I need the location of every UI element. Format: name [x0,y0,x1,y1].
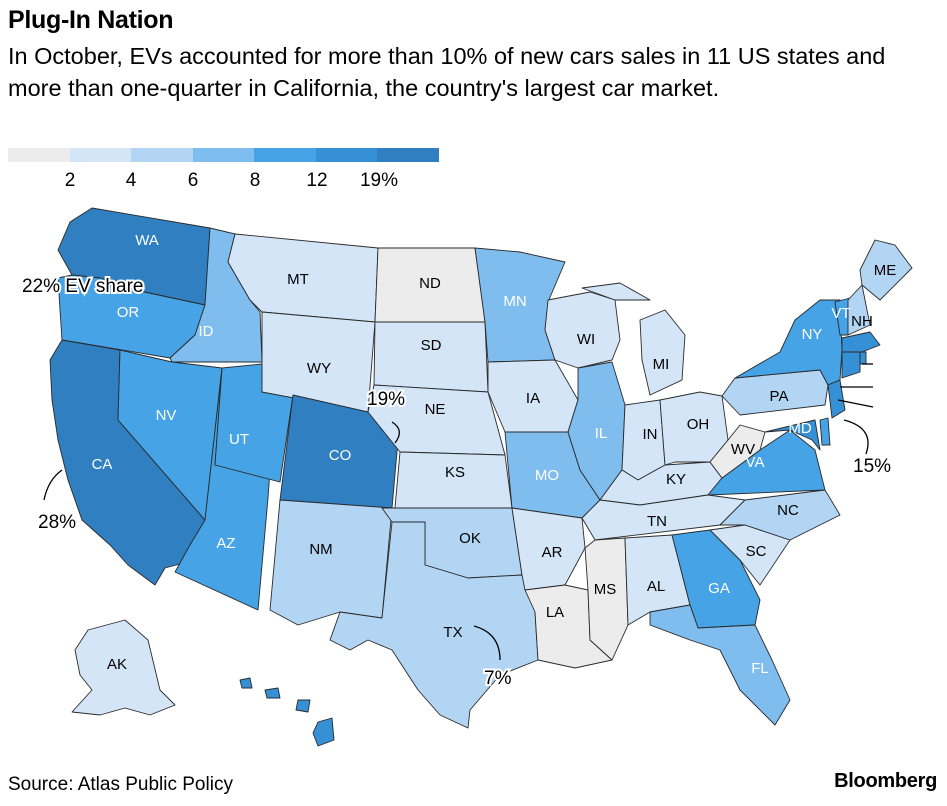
state-label-sc: SC [746,543,767,560]
legend-tick-label: 8 [249,170,261,191]
state-shape-ma [841,331,881,353]
legend-tick-label: 6 [187,170,199,191]
state-label-me: ME [874,262,897,279]
state-shape-co [279,394,401,509]
bloomberg-logo: Bloomberg [834,770,937,792]
state-shape-fl [649,604,791,726]
state-label-wi: WI [577,331,595,348]
legend-swatch [192,148,255,162]
nj-callout-line [843,419,869,455]
legend-tick-label: 4 [125,170,137,191]
state-label-ut: UT [229,431,249,448]
state-label-ca: CA [92,456,113,473]
state-label-wa: WA [135,232,159,249]
state-label-in: IN [643,426,658,443]
tx-callout-line [473,625,501,661]
state-label-ia: IA [526,390,540,407]
state-label-az: AZ [216,535,235,552]
state-label-tx: TX [443,624,462,641]
nj-leader-line [837,399,874,408]
wa-share-annotation: 22% EV share [22,276,143,297]
state-label-ct: CT [880,383,900,400]
state-shape-ri [859,351,867,365]
state-label-ak: AK [107,656,127,673]
state-shape-hi [239,677,335,747]
state-label-ri: RI [879,362,894,379]
state-label-co: CO [329,447,352,464]
state-label-or: OR [117,304,140,321]
state-label-mi: MI [653,356,670,373]
tx-share-annotation: 7% [484,668,512,689]
co-callout-line [391,421,400,444]
chart-title: Plug-In Nation [8,6,174,34]
state-shape-md [764,419,821,451]
co-share-annotation: 19% [367,389,405,410]
state-label-nh: NH [851,313,873,330]
state-shape-ms [584,537,629,661]
state-label-ms: MS [594,581,617,598]
legend-swatch [377,148,439,162]
state-label-wy: WY [307,360,331,377]
chart-subtitle: In October, EVs accounted for more than … [8,43,886,101]
state-shape-me [859,239,913,301]
state-label-nd: ND [419,275,441,292]
state-label-fl: FL [751,660,769,677]
state-label-ny: NY [802,326,823,343]
state-shape-sc [709,524,791,586]
state-label-nv: NV [156,407,177,424]
state-label-al: AL [647,578,665,595]
us-choropleth-map: WA OR CA ID NV AZ UT MT WY CO NM ND SD NE KS OK TX MN IA MO… [20,207,913,747]
state-shape-tn [581,494,746,541]
legend-swatch [131,148,193,162]
state-label-id: ID [199,323,214,340]
state-label-sd: SD [421,337,442,354]
state-shape-ak [71,619,176,716]
state-shape-mi [581,282,686,396]
state-label-nc: NC [777,502,799,519]
state-label-il: IL [595,425,608,442]
state-label-la: LA [546,604,564,621]
state-label-mt: MT [287,271,309,288]
state-label-nm: NM [309,541,332,558]
state-label-ky: KY [666,471,686,488]
legend-swatch [8,148,70,162]
nj-share-annotation: 15% [853,456,891,477]
state-label-ar: AR [542,544,563,561]
legend-swatch [254,148,316,162]
state-label-ga: GA [708,580,730,597]
state-label-mo: MO [535,467,559,484]
state-shape-de [819,417,831,446]
state-shape-nh [847,284,871,336]
state-label-nj: NJ [877,405,895,422]
state-label-ks: KS [445,464,465,481]
state-label-va: VA [746,454,765,471]
state-shape-sd [373,321,489,393]
state-label-tn: TN [647,513,667,530]
state-label-ne: NE [425,401,446,418]
legend-swatch [69,148,132,162]
state-shape-ct [841,351,861,379]
state-shape-nm [269,499,393,626]
ca-callout-line [43,469,63,501]
state-shape-nj [827,379,846,419]
state-label-pa: PA [770,388,789,405]
state-shape-nc [719,489,841,541]
state-label-mn: MN [503,293,526,310]
source-note: Source: Atlas Public Policy [8,774,233,795]
state-label-md: MD [788,420,811,437]
state-shape-wi [544,291,621,369]
legend-tick-label: 2 [64,170,76,191]
state-label-wv: WV [731,441,755,458]
state-shape-ny [734,299,843,386]
state-label-ok: OK [459,530,481,547]
state-label-oh: OH [687,416,710,433]
color-legend: 2 4 6 8 12 19% [8,148,439,198]
state-label-vt: VT [831,305,850,322]
legend-tick-label: 19% [359,170,399,191]
legend-tick-label: 12 [306,170,328,191]
ca-share-annotation: 28% [38,512,76,533]
legend-swatch [315,148,378,162]
state-shape-tx [329,521,539,729]
